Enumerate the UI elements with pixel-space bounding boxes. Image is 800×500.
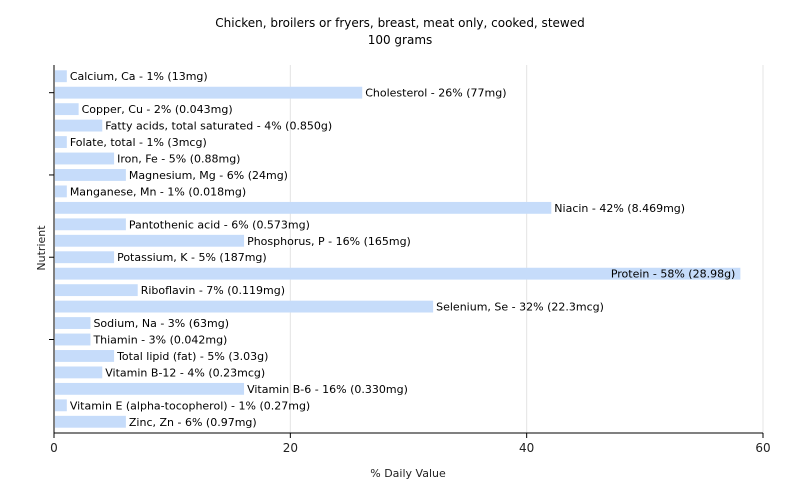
y-axis-label: Nutrient (35, 225, 48, 271)
bar (55, 201, 552, 214)
bar-labels: Calcium, Ca - 1% (13mg) Cholesterol - 26%… (70, 70, 736, 429)
bar (55, 234, 245, 247)
bar-label: Potassium, K - 5% (187mg) (117, 251, 267, 264)
bar (55, 350, 115, 362)
bar (55, 267, 741, 280)
bar-label: Vitamin E (alpha-tocopherol) - 1% (0.27m… (70, 399, 310, 412)
bar-label: Iron, Fe - 5% (0.88mg) (117, 153, 240, 166)
chart-title: Chicken, broilers or fryers, breast, mea… (215, 16, 584, 30)
bar-label: Total lipid (fat) - 5% (3.03g) (116, 350, 268, 363)
bar (55, 300, 434, 313)
bar-label: Cholesterol - 26% (77mg) (365, 87, 506, 100)
bar (55, 218, 126, 231)
bar (55, 317, 91, 329)
bar-label: Riboflavin - 7% (0.119mg) (141, 284, 285, 297)
bar-label: Fatty acids, total saturated - 4% (0.850… (105, 120, 332, 133)
bar-label: Pantothenic acid - 6% (0.573mg) (129, 218, 310, 231)
bar-label: Vitamin B-12 - 4% (0.23mcg) (105, 366, 265, 379)
bar-label: Vitamin B-6 - 16% (0.330mg) (247, 383, 408, 396)
x-tick-label: 40 (519, 441, 534, 455)
bar-label: Copper, Cu - 2% (0.043mg) (82, 103, 233, 116)
bar (55, 185, 67, 198)
bar-label: Niacin - 42% (8.469mg) (554, 202, 685, 215)
x-tick-label: 0 (50, 441, 58, 455)
bar (55, 70, 67, 83)
bar (55, 399, 67, 412)
bar (55, 333, 91, 346)
bar-label: Calcium, Ca - 1% (13mg) (70, 70, 208, 83)
bar-label: Protein - 58% (28.98g) (611, 268, 736, 281)
x-tick-label: 20 (283, 441, 298, 455)
axes: 0 20 40 60 (49, 65, 771, 455)
bar-label: Phosphorus, P - 16% (165mg) (247, 235, 411, 248)
bar (55, 251, 115, 264)
bar-label: Manganese, Mn - 1% (0.018mg) (70, 185, 246, 198)
bar (55, 86, 363, 99)
bar-label: Sodium, Na - 3% (63mg) (93, 317, 229, 330)
bar-label: Thiamin - 3% (0.042mg) (92, 334, 227, 347)
bar (55, 382, 245, 395)
bar (55, 169, 126, 181)
bar-label: Zinc, Zn - 6% (0.97mg) (129, 416, 257, 429)
grid-lines (289, 65, 764, 433)
bar-label: Selenium, Se - 32% (22.3mcg) (436, 301, 604, 314)
bar-label: Magnesium, Mg - 6% (24mg) (129, 169, 288, 182)
bar (55, 103, 79, 116)
bar-label: Folate, total - 1% (3mcg) (70, 136, 207, 149)
bar (55, 284, 138, 297)
bar (55, 415, 126, 428)
bar (55, 119, 103, 132)
bar (55, 152, 115, 165)
x-tick-label: 60 (755, 441, 770, 455)
chart-subtitle: 100 grams (368, 33, 433, 47)
bars (55, 70, 741, 428)
bar (55, 366, 103, 379)
bar (55, 136, 67, 148)
x-axis-label: % Daily Value (370, 467, 446, 480)
